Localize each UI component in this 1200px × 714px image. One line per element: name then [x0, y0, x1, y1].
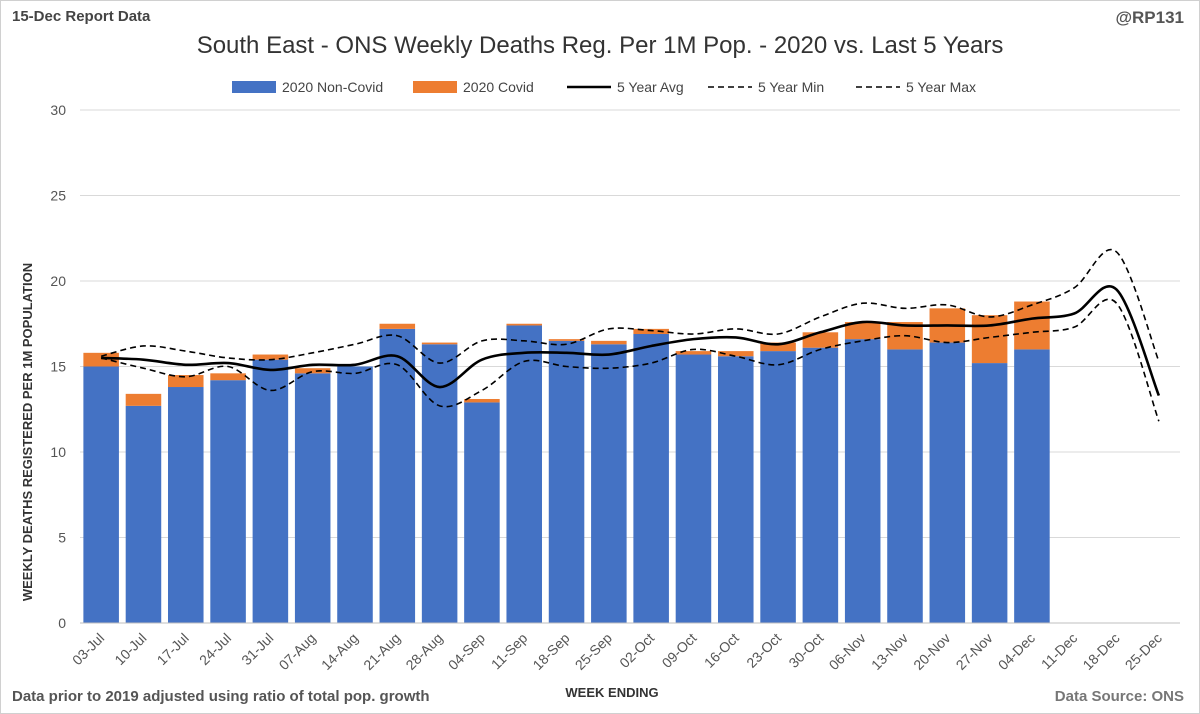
bar-non-covid-07-Aug	[294, 373, 331, 623]
bar-covid-07-Aug	[294, 368, 331, 374]
y-tick-label-15: 15	[50, 359, 66, 375]
x-tick-label-20-Nov: 20-Nov	[910, 630, 953, 673]
report-date-label: 15-Dec Report Data	[12, 8, 151, 25]
data-source: Data Source: ONS	[1054, 688, 1184, 705]
bar-non-covid-18-Sep	[548, 340, 585, 623]
x-tick-label-28-Aug: 28-Aug	[402, 630, 445, 673]
x-tick-label-31-Jul: 31-Jul	[238, 630, 276, 668]
bar-non-covid-21-Aug	[379, 328, 416, 623]
series-lines	[100, 248, 1161, 422]
x-tick-label-11-Sep: 11-Sep	[488, 630, 531, 673]
x-tick-label-11-Dec: 11-Dec	[1038, 630, 1080, 672]
x-tick-label-25-Sep: 25-Sep	[572, 630, 615, 673]
author-handle: @RP131	[1115, 8, 1184, 27]
bar-covid-11-Sep	[506, 323, 542, 326]
x-tick-label-24-Jul: 24-Jul	[196, 630, 234, 668]
legend-label-5-year-avg: 5 Year Avg	[617, 79, 684, 95]
x-tick-label-25-Dec: 25-Dec	[1122, 630, 1165, 673]
x-axis-label: WEEK ENDING	[565, 685, 658, 700]
y-tick-label-25: 25	[50, 188, 66, 204]
bar-covid-28-Aug	[421, 342, 458, 345]
x-tick-label-21-Aug: 21-Aug	[360, 630, 403, 673]
y-tick-label-20: 20	[50, 273, 66, 289]
x-tick-label-06-Nov: 06-Nov	[826, 630, 869, 673]
bar-covid-23-Oct	[760, 342, 796, 352]
bar-non-covid-03-Jul	[83, 366, 119, 623]
y-tick-label-30: 30	[50, 102, 66, 118]
bar-non-covid-25-Sep	[591, 344, 627, 623]
bar-covid-17-Jul	[168, 375, 204, 388]
legend-swatch-2020-non-covid	[232, 81, 276, 93]
legend-label-5-year-min: 5 Year Min	[758, 79, 824, 95]
footnote: Data prior to 2019 adjusted using ratio …	[12, 688, 430, 705]
x-tick-label-04-Dec: 04-Dec	[995, 630, 1038, 673]
x-tick-label-07-Aug: 07-Aug	[276, 630, 319, 673]
bar-non-covid-17-Jul	[168, 387, 204, 623]
bar-non-covid-04-Sep	[464, 402, 500, 623]
bar-non-covid-10-Jul	[125, 405, 162, 623]
y-axis-label: WEEKLY DEATHS REGISTERED PER 1M POPULATI…	[20, 263, 35, 601]
x-tick-label-16-Oct: 16-Oct	[701, 630, 742, 671]
y-tick-label-10: 10	[50, 444, 66, 460]
bar-non-covid-16-Oct	[718, 356, 754, 623]
chart-title: South East - ONS Weekly Deaths Reg. Per …	[196, 32, 1004, 59]
x-tick-label-18-Sep: 18-Sep	[529, 630, 572, 673]
bar-non-covid-28-Aug	[421, 344, 458, 623]
bar-non-covid-30-Oct	[802, 347, 839, 623]
bar-non-covid-11-Sep	[506, 325, 542, 623]
x-tick-label-09-Oct: 09-Oct	[659, 630, 700, 671]
bar-covid-10-Jul	[125, 393, 162, 406]
legend-label-5-year-max: 5 Year Max	[906, 79, 976, 95]
x-tick-label-04-Sep: 04-Sep	[445, 630, 488, 673]
x-tick-label-02-Oct: 02-Oct	[616, 630, 657, 671]
x-tick-label-14-Aug: 14-Aug	[318, 630, 361, 673]
x-tick-label-23-Oct: 23-Oct	[743, 630, 784, 671]
x-tick-label-18-Dec: 18-Dec	[1079, 630, 1122, 673]
bar-covid-03-Jul	[83, 352, 119, 367]
bar-covid-16-Oct	[718, 351, 754, 357]
bar-covid-04-Dec	[1014, 301, 1050, 350]
bar-covid-24-Jul	[210, 373, 246, 381]
bar-non-covid-31-Jul	[252, 359, 289, 623]
bar-non-covid-02-Oct	[633, 334, 669, 623]
bar-non-covid-24-Jul	[210, 380, 246, 623]
bar-non-covid-13-Nov	[887, 349, 923, 623]
bar-covid-25-Sep	[591, 340, 627, 345]
bar-non-covid-23-Oct	[760, 351, 796, 623]
y-tick-label-5: 5	[58, 530, 66, 546]
bar-non-covid-14-Aug	[337, 366, 373, 623]
bars	[83, 301, 1050, 623]
bar-non-covid-04-Dec	[1014, 349, 1050, 623]
x-tick-label-03-Jul: 03-Jul	[69, 630, 107, 668]
legend-label-2020-non-covid: 2020 Non-Covid	[282, 79, 383, 95]
x-tick-label-13-Nov: 13-Nov	[868, 630, 911, 673]
bar-covid-21-Aug	[379, 323, 416, 329]
bar-covid-06-Nov	[844, 322, 881, 340]
bar-covid-09-Oct	[675, 351, 712, 355]
bar-non-covid-09-Oct	[675, 354, 712, 623]
bar-covid-30-Oct	[802, 332, 839, 348]
bar-non-covid-06-Nov	[844, 339, 881, 623]
bar-covid-18-Sep	[548, 339, 585, 341]
bar-non-covid-27-Nov	[971, 363, 1008, 623]
x-tick-label-30-Oct: 30-Oct	[785, 630, 826, 671]
bar-covid-04-Sep	[464, 398, 500, 403]
x-tick-label-17-Jul: 17-Jul	[154, 630, 192, 668]
bar-non-covid-20-Nov	[929, 342, 966, 623]
bar-covid-02-Oct	[633, 328, 669, 335]
line-5-year-max	[100, 248, 1160, 364]
line-5-year-min	[100, 298, 1160, 422]
x-tick-label-10-Jul: 10-Jul	[111, 630, 149, 668]
y-tick-label-0: 0	[58, 615, 66, 631]
bar-covid-31-Jul	[252, 354, 289, 360]
legend-label-2020-covid: 2020 Covid	[463, 79, 534, 95]
x-tick-label-27-Nov: 27-Nov	[953, 630, 996, 673]
line-5-year-avg	[101, 285, 1161, 397]
legend-swatch-2020-covid	[413, 81, 457, 93]
legend: 2020 Non-Covid 2020 Covid 5 Year Avg 5 Year…	[232, 79, 976, 95]
